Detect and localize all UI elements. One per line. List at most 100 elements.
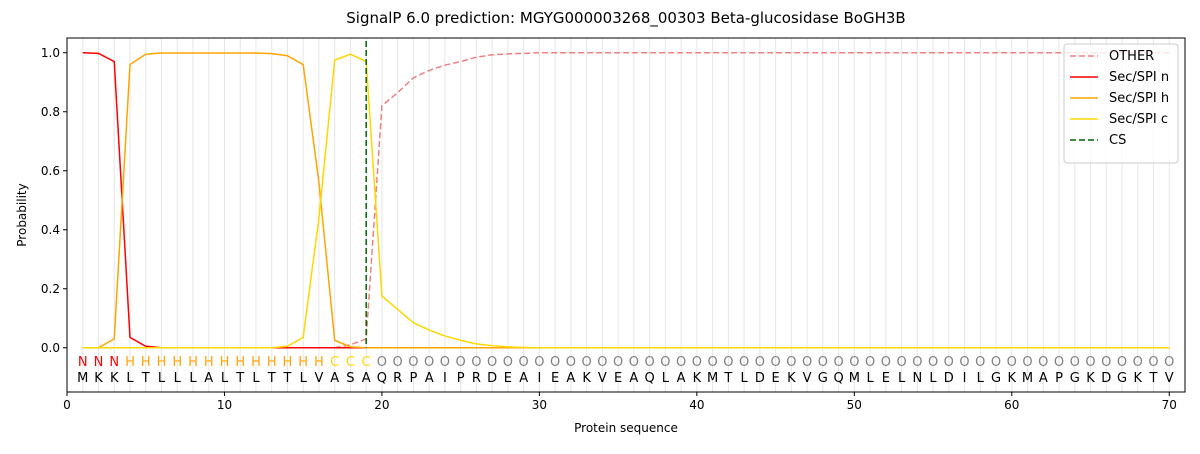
residue-label: T [235, 371, 244, 386]
x-axis-label: Protein sequence [574, 421, 678, 435]
residue-label: T [267, 371, 276, 386]
x-tick-label: 10 [217, 398, 232, 412]
legend-label: Sec/SPI c [1109, 112, 1168, 127]
region-label: O [582, 355, 592, 370]
residue-label: N [912, 371, 922, 386]
legend-label: OTHER [1109, 49, 1154, 64]
residue-label: A [677, 371, 686, 386]
residue-label: S [346, 371, 354, 386]
residue-label: A [629, 371, 638, 386]
residue-label: L [189, 371, 197, 386]
region-label: N [109, 355, 119, 370]
region-label: H [125, 355, 135, 370]
x-tick-label: 40 [689, 398, 704, 412]
legend-label: Sec/SPI h [1109, 91, 1169, 106]
residue-label: T [1149, 371, 1158, 386]
region-label: O [881, 355, 891, 370]
residue-label: A [566, 371, 575, 386]
region-label: O [377, 355, 387, 370]
residue-label: L [898, 371, 906, 386]
region-label: O [786, 355, 796, 370]
residue-label: I [963, 371, 967, 386]
residue-label: V [803, 371, 812, 386]
x-tick-label: 20 [374, 398, 389, 412]
residue-label: L [300, 371, 308, 386]
residue-label: K [1008, 371, 1017, 386]
region-label: H [314, 355, 324, 370]
residue-label: K [110, 371, 119, 386]
region-label: O [424, 355, 434, 370]
region-label: O [566, 355, 576, 370]
x-tick-label: 30 [532, 398, 547, 412]
region-label: O [928, 355, 938, 370]
residue-label: L [158, 371, 166, 386]
region-label: O [471, 355, 481, 370]
region-label: O [975, 355, 985, 370]
region-label: O [818, 355, 828, 370]
residue-label: G [991, 371, 1001, 386]
y-tick-label: 0.2 [41, 282, 60, 296]
series-line [82, 53, 1170, 349]
y-tick-label: 1.0 [41, 46, 60, 60]
region-label: H [220, 355, 230, 370]
residue-label: L [126, 371, 134, 386]
residue-label: L [866, 371, 874, 386]
region-label: O [550, 355, 560, 370]
region-label: O [1085, 355, 1095, 370]
region-label: O [833, 355, 843, 370]
residue-label: R [472, 371, 481, 386]
axes-frame [66, 37, 1186, 393]
residue-label: A [519, 371, 528, 386]
residue-label: Q [645, 371, 655, 386]
residue-label: E [551, 371, 559, 386]
region-label: O [519, 355, 529, 370]
residue-label: A [1039, 371, 1048, 386]
residue-label: Q [377, 371, 387, 386]
residue-label: E [882, 371, 890, 386]
region-label: O [393, 355, 403, 370]
region-label: O [912, 355, 922, 370]
region-label: O [802, 355, 812, 370]
residue-label: V [598, 371, 607, 386]
residue-label: E [504, 371, 512, 386]
residue-label: L [221, 371, 229, 386]
residue-label: D [944, 371, 954, 386]
residue-label: K [1086, 371, 1095, 386]
residue-label: A [425, 371, 434, 386]
residue-label: P [1055, 371, 1063, 386]
residue-label: M [77, 371, 88, 386]
region-label: O [408, 355, 418, 370]
region-label: C [330, 355, 339, 370]
residue-label: A [362, 371, 371, 386]
residue-label: V [1165, 371, 1174, 386]
region-label: O [1054, 355, 1064, 370]
region-label: O [944, 355, 954, 370]
residue-label: T [723, 371, 732, 386]
y-tick-label: 0.0 [41, 341, 60, 355]
region-label: O [1133, 355, 1143, 370]
region-label: H [172, 355, 182, 370]
residue-label: V [314, 371, 323, 386]
region-label: O [597, 355, 607, 370]
x-tick-label: 0 [63, 398, 71, 412]
residue-label: K [1133, 371, 1142, 386]
region-label: O [456, 355, 466, 370]
residue-label: A [330, 371, 339, 386]
x-tick-label: 50 [847, 398, 862, 412]
region-label: H [298, 355, 308, 370]
region-label: H [251, 355, 261, 370]
region-label: O [739, 355, 749, 370]
residue-label: I [443, 371, 447, 386]
region-label: O [645, 355, 655, 370]
region-label: O [613, 355, 623, 370]
legend-label: Sec/SPI n [1109, 70, 1169, 85]
residue-label: G [1070, 371, 1080, 386]
residue-label: L [252, 371, 260, 386]
residue-label: K [787, 371, 796, 386]
residue-label: L [977, 371, 985, 386]
residue-label: I [537, 371, 541, 386]
region-label: O [1164, 355, 1174, 370]
residue-label: P [410, 371, 418, 386]
